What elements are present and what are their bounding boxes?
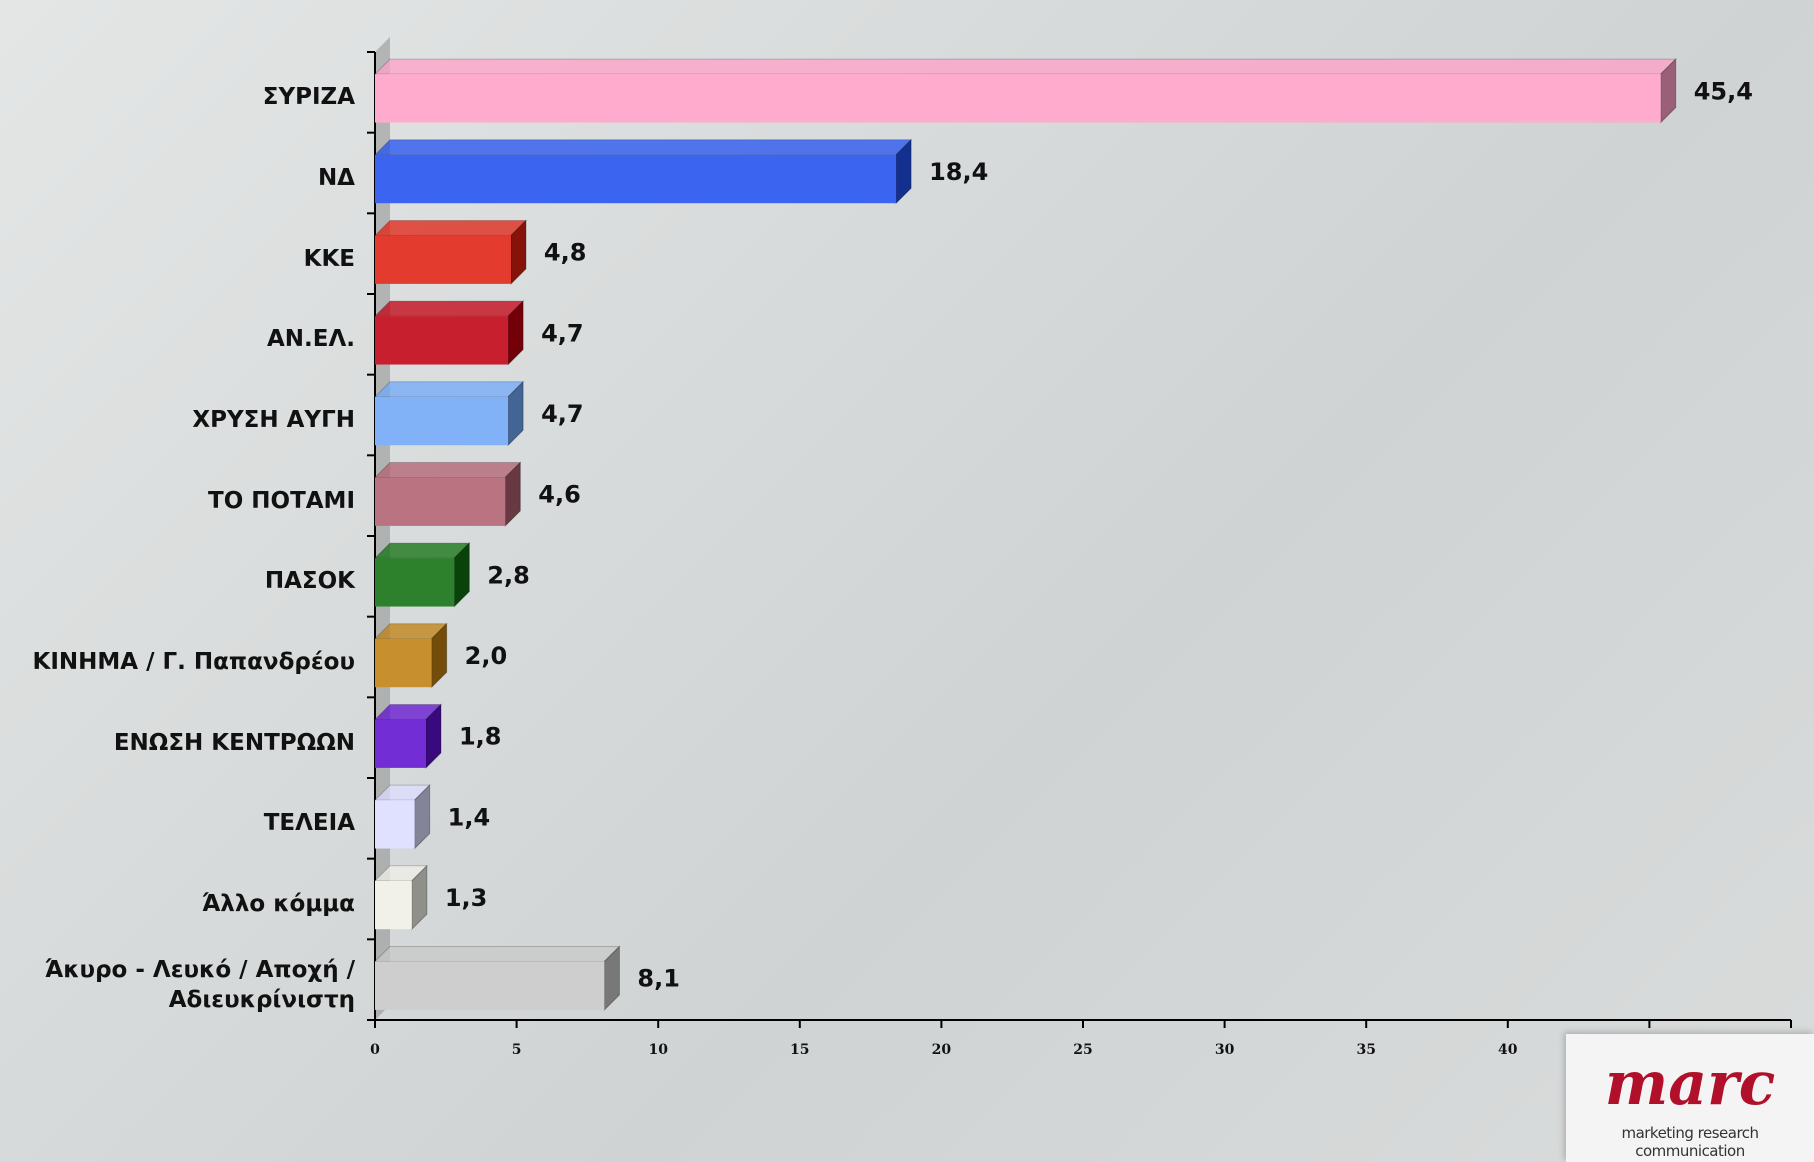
bar-side-shade: [414, 785, 430, 849]
x-tick-label: 20: [932, 1042, 952, 1058]
bar-gloss: [375, 880, 412, 930]
bar-top: [373, 945, 621, 962]
x-tick-label: 35: [1356, 1042, 1375, 1058]
bar-gloss: [375, 396, 509, 446]
bar: [375, 880, 412, 930]
value-label: 45,4: [1694, 77, 1753, 105]
bar: [375, 396, 509, 446]
bar: [375, 154, 897, 204]
x-tick-label: 5: [512, 1042, 522, 1058]
bar: [375, 235, 511, 284]
category-label: ΕΝΩΣΗ ΚΕΝΤΡΩΩΝ: [113, 729, 355, 756]
bar: [375, 558, 455, 607]
bar-side: [603, 945, 620, 1012]
bar-top: [373, 139, 913, 156]
bar: [375, 74, 1661, 123]
bar: [375, 638, 432, 688]
bar-top: [373, 300, 525, 317]
bar-side-shade: [508, 301, 524, 365]
bar-side-shade: [411, 865, 427, 930]
bar-gloss: [375, 316, 509, 365]
x-tick-label: 10: [648, 1042, 668, 1058]
bar-gloss: [375, 74, 1661, 123]
category-label: ΧΡΥΣΗ ΑΥΓΗ: [192, 407, 355, 434]
bar-side-shade: [505, 462, 521, 526]
bar-side-shade: [510, 220, 526, 284]
bar-side-shade: [1660, 59, 1676, 123]
category-label: ΑΝ.ΕΛ.: [266, 326, 355, 353]
logo: marc marketing research communication: [1566, 1034, 1814, 1162]
bar-side-shade: [431, 623, 447, 688]
bar-top: [373, 381, 525, 398]
value-label: 18,4: [929, 158, 988, 186]
x-tick-label: 0: [370, 1042, 380, 1058]
bar-top: [373, 461, 522, 478]
value-label: 1,4: [448, 803, 491, 831]
x-tick-label: 30: [1215, 1042, 1235, 1058]
bar: [375, 316, 509, 365]
logo-tagline: marketing research communication: [1621, 1124, 1759, 1160]
value-label: 1,3: [445, 884, 488, 912]
category-label: Άκυρο - Λευκό / Αποχή / Αδιευκρίνιστη: [44, 956, 355, 1013]
value-label: 4,7: [541, 400, 584, 428]
bar-gloss: [375, 154, 897, 204]
value-label: 4,7: [541, 319, 584, 347]
category-label: Άλλο κόμμα: [201, 891, 355, 918]
bar-side-shade: [454, 543, 470, 607]
bar-gloss: [375, 961, 605, 1010]
bar-gloss: [375, 477, 506, 526]
value-label: 1,8: [459, 723, 502, 751]
bar-gloss: [375, 235, 511, 284]
x-tick-label: 15: [790, 1042, 809, 1058]
category-label: ΤΕΛΕΙΑ: [263, 810, 355, 837]
bar-top: [373, 542, 471, 559]
x-tick-label: 25: [1073, 1042, 1092, 1058]
category-label: ΣΥΡΙΖΑ: [262, 84, 355, 111]
bar-gloss: [375, 719, 426, 768]
bar: [375, 719, 426, 768]
value-label: 4,8: [544, 239, 587, 267]
category-label: ΚΙΝΗΜΑ / Γ. Παπανδρέου: [32, 649, 356, 676]
bar: [375, 477, 506, 526]
bar-side-shade: [508, 381, 524, 446]
value-label: 2,8: [487, 561, 530, 589]
value-label: 8,1: [637, 965, 680, 993]
bar-gloss: [375, 800, 415, 849]
bar-top: [373, 58, 1677, 75]
bar-side-shade: [896, 139, 912, 204]
category-label: ΤΟ ΠΟΤΑΜΙ: [208, 487, 355, 514]
value-label: 2,0: [465, 642, 508, 670]
bar: [375, 800, 415, 849]
bar-gloss: [375, 638, 432, 688]
category-label: ΝΔ: [317, 165, 355, 192]
bar-side-shade: [425, 704, 441, 768]
bar-top: [373, 219, 528, 236]
value-label: 4,6: [538, 481, 581, 509]
bar-gloss: [375, 558, 455, 607]
x-tick-label: 40: [1498, 1042, 1518, 1058]
bar-side-shade: [604, 946, 620, 1010]
category-label: ΠΑΣΟΚ: [264, 568, 355, 595]
bar: [375, 961, 605, 1010]
category-label: ΚΚΕ: [303, 245, 355, 272]
logo-name: marc: [1604, 1049, 1776, 1119]
